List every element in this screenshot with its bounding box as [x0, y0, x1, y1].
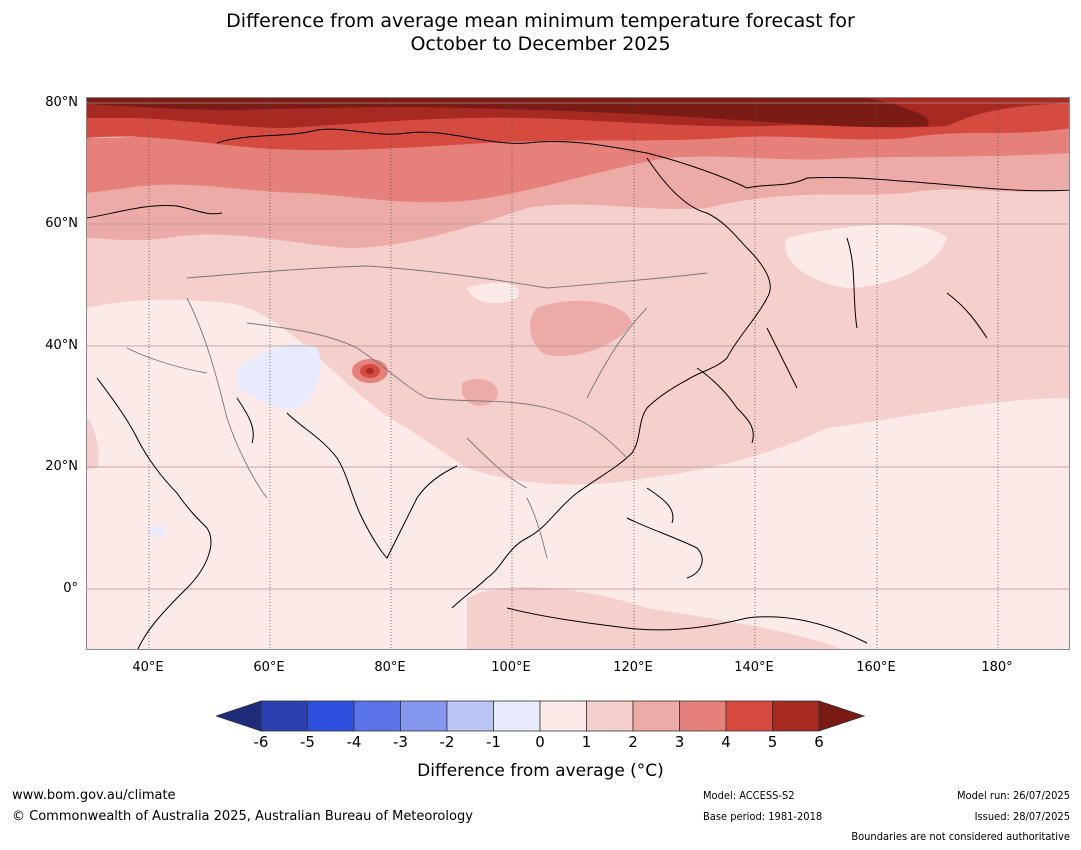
colorbar-segment-above-max [818, 700, 866, 732]
base-period: Base period: 1981-2018 [703, 810, 823, 823]
anomaly-cool-patch [237, 344, 321, 409]
boundaries-disclaimer: Boundaries are not considered authoritat… [851, 830, 1070, 843]
anomaly-patch-west [87, 418, 99, 470]
colorbar-tick: -1 [486, 733, 501, 751]
colorbar-tick: 1 [581, 733, 592, 751]
country-borders [126, 265, 708, 559]
issued-date: Issued: 28/07/2025 [974, 810, 1070, 823]
anomaly-hotspot-core [366, 368, 374, 374]
lon-label-100e: 100°E [491, 660, 531, 675]
lon-label-80e: 80°E [374, 660, 406, 675]
colorbar-segment [260, 700, 308, 732]
colorbar-segment-below-min [216, 700, 262, 732]
colorbar-tick: 6 [814, 733, 824, 751]
colorbar-segment [446, 700, 494, 732]
anomaly-band-above-6 [87, 98, 929, 128]
lon-label-180: 180° [981, 660, 1013, 675]
lon-label-120e: 120°E [613, 660, 653, 675]
colorbar-tick: -2 [439, 733, 455, 751]
colorbar-segment [353, 700, 401, 732]
graticule-parallels [87, 102, 1069, 590]
colorbar-segment [772, 700, 820, 732]
colorbar-tick: -3 [393, 733, 408, 751]
lat-label-0: 0° [63, 581, 78, 596]
colorbar-tick: 2 [628, 733, 638, 751]
model-name: Model: ACCESS-S2 [703, 789, 795, 802]
map-title: Difference from average mean minimum tem… [0, 10, 1081, 56]
lon-label-160e: 160°E [856, 660, 896, 675]
forecast-map [86, 97, 1070, 650]
map-svg [87, 98, 1069, 649]
anomaly-patch-mongolia [530, 300, 632, 357]
colorbar-segment [539, 700, 587, 732]
coastlines [87, 128, 1069, 649]
anomaly-patch-south [467, 587, 842, 649]
colorbar-tick: 5 [767, 733, 778, 751]
colorbar-segment [679, 700, 727, 732]
lon-label-40e: 40°E [132, 660, 164, 675]
lat-label-40n: 40°N [45, 338, 78, 353]
lat-label-80n: 80°N [45, 95, 78, 110]
lat-label-20n: 20°N [45, 459, 78, 474]
colorbar-tick: 4 [721, 733, 731, 751]
colorbar-tick: -5 [300, 733, 315, 751]
colorbar-segment [400, 700, 448, 732]
bom-website-link[interactable]: www.bom.gov.au/climate [12, 788, 176, 803]
colorbar-tick: 3 [674, 733, 685, 751]
graticule-meridians [148, 98, 999, 649]
colorbar-label: Difference from average (°C) [417, 761, 664, 781]
colorbar-segment [493, 700, 541, 732]
colorbar-segment [307, 700, 355, 732]
colorbar-tick: -6 [253, 733, 269, 751]
colorbar-segment [725, 700, 773, 732]
colorbar-segment [586, 700, 634, 732]
colorbar-tick: -4 [346, 733, 362, 751]
map-title-line1: Difference from average mean minimum tem… [226, 10, 855, 32]
lon-label-140e: 140°E [734, 660, 774, 675]
colorbar-tick: 0 [535, 733, 545, 751]
map-title-line2: October to December 2025 [410, 33, 671, 55]
model-run-date: Model run: 26/07/2025 [957, 789, 1070, 802]
colorbar [216, 700, 866, 732]
anomaly-cool-patch-2 [147, 525, 166, 536]
lon-label-60e: 60°E [253, 660, 285, 675]
lat-label-60n: 60°N [45, 216, 78, 231]
colorbar-segment [632, 700, 680, 732]
anomaly-patch-central [467, 282, 519, 304]
anomaly-patch-tibet [462, 378, 498, 406]
anomaly-patch-ne [785, 224, 947, 288]
copyright-text: © Commonwealth of Australia 2025, Austra… [12, 809, 473, 824]
